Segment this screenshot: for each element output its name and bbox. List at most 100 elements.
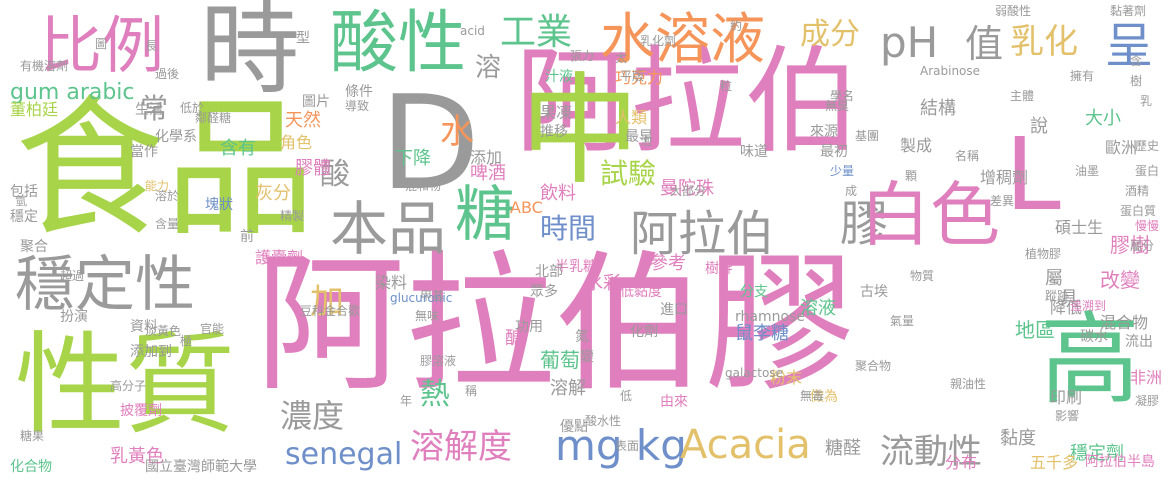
cloud-word: 氮 [575,329,589,345]
cloud-word: 極 [180,334,193,348]
cloud-word: 植物膠 [1025,247,1062,261]
cloud-word: 具 [1060,288,1078,309]
cloud-word: pH [880,18,939,67]
cloud-word: 樹幹 [705,261,733,277]
cloud-word: 無味 [415,309,440,323]
cloud-word: 古埃 [860,284,888,300]
cloud-word: 降低 [1050,298,1083,317]
cloud-word: 約 [730,19,743,33]
cloud-word: 包括 [10,184,38,200]
cloud-word: 豆科金合歡 [300,304,361,318]
cloud-word: 酸性 [330,4,467,83]
cloud-word: 時 [200,0,300,108]
cloud-word: 本品 [330,195,447,263]
cloud-word: 阿拉伯 [630,206,775,262]
cloud-word: 濃度 [280,397,345,435]
cloud-word: 值 [965,22,1004,66]
cloud-word: 主體 [1010,89,1035,103]
cloud-word: 泡 [640,134,653,148]
cloud-word: 粉末 [770,368,803,387]
cloud-word: 比例 [40,9,165,82]
cloud-word: 酸水性 [585,414,622,428]
cloud-word: 糖 [455,180,515,250]
cloud-word: 進口 [660,302,688,318]
cloud-word: 無毒 [800,389,825,403]
cloud-word: 曼陀珠 [660,178,714,199]
cloud-word: 聚合 [20,239,48,255]
cloud-word: 啤酒 [470,163,506,184]
cloud-word: 功用 [515,319,543,335]
cloud-word: 溶 [475,53,502,83]
cloud-word: 含 [1130,54,1143,68]
cloud-word: 化劑 [630,324,658,340]
cloud-word: 印刷 [1050,388,1083,407]
cloud-word: 做為 [810,389,838,405]
cloud-word: 灰分 [255,183,291,204]
cloud-word: 太 [615,51,628,65]
cloud-word: rhamnose [735,309,805,325]
cloud-word: 呈 [1096,20,1152,68]
cloud-word: 碳水 [1080,329,1108,345]
cloud-word: 糖果 [20,429,45,443]
cloud-word: 導致 [345,99,370,113]
cloud-word: 含量 [155,217,180,231]
cloud-word: 凝膠 [1135,394,1160,408]
cloud-word: 有機溶劑 [20,59,69,73]
cloud-word: galactose [725,366,783,380]
cloud-word: 追溯到 [1070,299,1107,313]
cloud-word: 低黏度 [620,284,662,300]
cloud-word: 溶解度 [410,427,512,467]
cloud-word: 下降 [395,148,431,169]
cloud-word: 變 [580,349,594,365]
cloud-word: 溶液 [800,298,836,319]
cloud-word: 水 [440,112,474,152]
cloud-word: 染料 [375,273,408,292]
cloud-word: 黏著劑 [1110,4,1147,18]
cloud-word: 表面 [615,439,640,453]
cloud-word: 水彩 [585,273,621,294]
cloud-word: 鼠李糖 [735,323,789,344]
cloud-word: 酸 [320,157,350,192]
cloud-word: 化合物 [10,459,52,475]
cloud-word: 乳化 [1010,22,1078,62]
cloud-word: 食品 [15,83,316,257]
cloud-word: 淡黃色 [145,324,182,338]
cloud-word: 黏度 [1000,428,1036,449]
cloud-word: 工業 [500,12,573,53]
cloud-word: 當作 [130,144,158,160]
cloud-word: 生活 [135,102,163,118]
cloud-word: 製成 [900,136,933,155]
cloud-word: 甲基 [420,289,445,303]
cloud-word: 官能 [200,322,225,336]
cloud-word: 試驗 [600,157,657,190]
cloud-word: 優點 [560,419,588,435]
cloud-word: 最初 [820,144,848,160]
cloud-word: 糖醛 [825,438,861,459]
cloud-word: 膠 [840,196,889,252]
cloud-word: 低於 [180,101,205,115]
cloud-word: 味道 [740,144,768,160]
cloud-word: 膠體 [295,158,331,179]
cloud-word: 來源 [810,124,838,140]
cloud-word: gum arabic [10,80,135,105]
cloud-word: 蛋白質 [1120,204,1157,218]
cloud-word: 屬 [1045,268,1063,289]
cloud-word: 葡萄 [540,348,580,372]
cloud-word: 扮演 [60,309,88,325]
cloud-word: 鄰醛糖 [195,111,232,125]
cloud-word: 乳 [1140,94,1153,108]
cloud-word: 圖 [95,37,108,51]
cloud-word: 影響 [1055,409,1080,423]
cloud-word: 平版 [620,69,645,83]
cloud-word: 油墨 [1075,164,1100,178]
cloud-word: 中 [520,62,640,201]
cloud-word: 穩定 [10,209,38,225]
cloud-word: 巧克力 [615,68,664,87]
cloud-word: 少量 [830,164,855,178]
cloud-word: 膠樹 [1110,233,1150,257]
cloud-word: L [1005,116,1061,233]
cloud-word: 角色 [280,133,313,152]
cloud-word: 基團 [855,129,880,143]
cloud-word: 阿拉伯 [515,35,861,169]
